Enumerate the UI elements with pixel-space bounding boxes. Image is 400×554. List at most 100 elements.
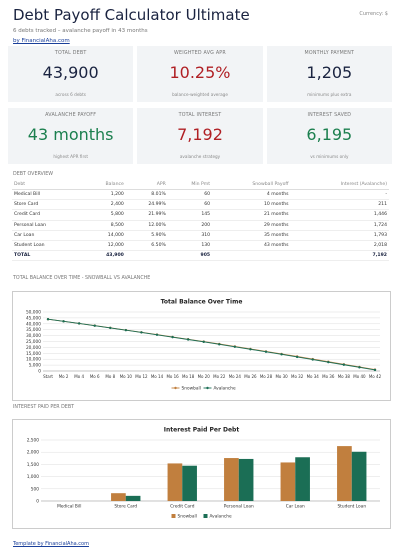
page-title: Debt Payoff Calculator Ultimate bbox=[13, 6, 250, 24]
table-cell: 2,018 bbox=[290, 240, 389, 252]
x-tick-label: Personal Loan bbox=[224, 504, 254, 510]
header-row: Debt Balance APR Min Pmt Snowball Payoff Inte… bbox=[12, 180, 389, 190]
table-cell: 310 bbox=[167, 230, 213, 241]
kpi-value: 6,195 bbox=[306, 125, 353, 144]
y-tick-label: 2,000 bbox=[27, 450, 40, 456]
x-tick-label: Mo 36 bbox=[322, 374, 335, 379]
kpi-label: MONTHLY PAYMENT bbox=[304, 51, 355, 56]
x-tick-label: Mo 12 bbox=[135, 374, 148, 379]
table-cell: 1,793 bbox=[290, 230, 389, 241]
total-cell bbox=[125, 250, 168, 262]
kpi-note: minimums plus extra bbox=[307, 92, 352, 97]
legend-swatch bbox=[174, 386, 177, 390]
table-cell: Personal Loan bbox=[12, 220, 83, 231]
column-header: Min Pmt bbox=[167, 180, 213, 190]
kpi-label: AVALANCHE PAYOFF bbox=[45, 113, 97, 118]
kpi-note: vs minimums only bbox=[310, 154, 349, 159]
x-tick-label: Credit Card bbox=[170, 504, 195, 510]
legend-swatch bbox=[203, 514, 208, 518]
column-header: Balance bbox=[82, 180, 126, 190]
table-cell: 145 bbox=[167, 209, 213, 221]
table-cell: 43 months bbox=[212, 240, 291, 252]
x-tick-label: Start bbox=[43, 374, 53, 379]
point bbox=[233, 345, 237, 349]
bar bbox=[351, 451, 367, 501]
table-cell: 2,400 bbox=[82, 199, 126, 211]
total-cell: TOTAL bbox=[12, 250, 83, 262]
table-cell: 60 bbox=[167, 189, 213, 201]
table-cell: 5.90% bbox=[125, 230, 168, 241]
chart-box: Interest Paid Per Debt 0 500 1,000 1,500 2,00… bbox=[12, 419, 391, 529]
kpi-card: MONTHLY PAYMENT 1,205 minimums plus extra bbox=[266, 46, 392, 102]
kpi-label: INTEREST SAVED bbox=[307, 113, 352, 118]
chart-title: Total Balance Over Time bbox=[161, 299, 243, 306]
point bbox=[46, 317, 50, 321]
bar bbox=[111, 493, 126, 501]
table-cell: 211 bbox=[290, 199, 389, 211]
point bbox=[109, 326, 112, 330]
footer-link[interactable]: Template by FinancialAha.com bbox=[13, 541, 89, 547]
y-tick-label: 0 bbox=[36, 499, 39, 505]
x-tick-label: Mo 34 bbox=[307, 374, 320, 379]
x-tick-label: Mo 16 bbox=[166, 374, 179, 379]
table-cell: 6.50% bbox=[125, 240, 168, 252]
bar bbox=[295, 457, 310, 501]
table-cell: 12,000 bbox=[82, 240, 126, 252]
author-link[interactable]: by FinancialAha.com bbox=[13, 38, 70, 44]
kpi-note: highest APR first bbox=[53, 154, 88, 159]
table-row: Store Card 2,400 24.99% 60 10 months 211 bbox=[12, 199, 389, 211]
column-header: Snowball Payoff bbox=[212, 180, 291, 190]
kpi-card: WEIGHTED AVG APR 10.25% balance-weighted a… bbox=[137, 46, 263, 102]
kpi-value: 10.25% bbox=[169, 63, 231, 82]
point bbox=[311, 358, 314, 361]
bar bbox=[280, 462, 296, 501]
y-tick-label: 500 bbox=[31, 486, 39, 492]
chart-box: Total Balance Over Time 0 5,000 10,000 15,00… bbox=[12, 291, 391, 401]
x-tick-label: Medical Bill bbox=[57, 504, 81, 510]
point bbox=[77, 322, 81, 325]
x-tick-label: Mo 18 bbox=[182, 374, 195, 379]
table-cell: 21.99% bbox=[125, 209, 168, 221]
x-tick-label: Mo 6 bbox=[90, 374, 100, 379]
point bbox=[280, 353, 283, 356]
kpi-label: WEIGHTED AVG APR bbox=[174, 51, 226, 56]
table-cell: Car Loan bbox=[12, 230, 83, 241]
point bbox=[358, 366, 361, 369]
point bbox=[264, 350, 268, 353]
kpi-card: TOTAL INTEREST 7,192 avalanche strategy bbox=[137, 108, 263, 164]
table-cell: 1,724 bbox=[290, 220, 389, 231]
table-cell: 35 months bbox=[212, 230, 291, 241]
table-cell: 4 months bbox=[212, 189, 291, 201]
legend-label: Avalanche bbox=[210, 514, 232, 520]
y-tick-label: 5,000 bbox=[29, 363, 42, 369]
column-header: Interest (Avalanche) bbox=[290, 180, 389, 190]
table-cell: 130 bbox=[167, 240, 213, 252]
bar bbox=[224, 458, 239, 501]
point bbox=[93, 324, 96, 327]
table-cell: 1,446 bbox=[290, 209, 389, 221]
table-cell: - bbox=[290, 189, 389, 201]
point bbox=[249, 348, 252, 351]
y-tick-label: 50,000 bbox=[26, 310, 41, 316]
y-tick-label: 2,500 bbox=[27, 438, 40, 444]
point bbox=[155, 333, 159, 336]
chart-title: Interest Paid Per Debt bbox=[164, 427, 240, 434]
x-tick-label: Mo 22 bbox=[213, 374, 226, 379]
legend-label: Snowball bbox=[178, 514, 197, 520]
chart: Total Balance Over Time 05,00010,00015,00… bbox=[26, 299, 382, 392]
bar bbox=[125, 495, 141, 501]
total-cell: 905 bbox=[167, 250, 213, 262]
point bbox=[202, 340, 205, 344]
total-row: TOTAL 43,900 905 7,192 bbox=[12, 250, 389, 262]
section-title: DEBT OVERVIEW bbox=[13, 172, 54, 177]
legend-swatch bbox=[206, 386, 209, 390]
kpi-note: across 6 debts bbox=[55, 92, 86, 97]
table-cell: Credit Card bbox=[12, 209, 83, 221]
kpi-card: AVALANCHE PAYOFF 43 months highest APR fir… bbox=[8, 108, 134, 164]
table-row: Car Loan 14,000 5.90% 310 35 months 1,793 bbox=[12, 230, 389, 241]
x-tick-label: Mo 4 bbox=[74, 374, 84, 379]
x-tick-label: Mo 28 bbox=[260, 374, 273, 379]
y-tick-label: 0 bbox=[38, 369, 41, 375]
point bbox=[327, 360, 330, 364]
